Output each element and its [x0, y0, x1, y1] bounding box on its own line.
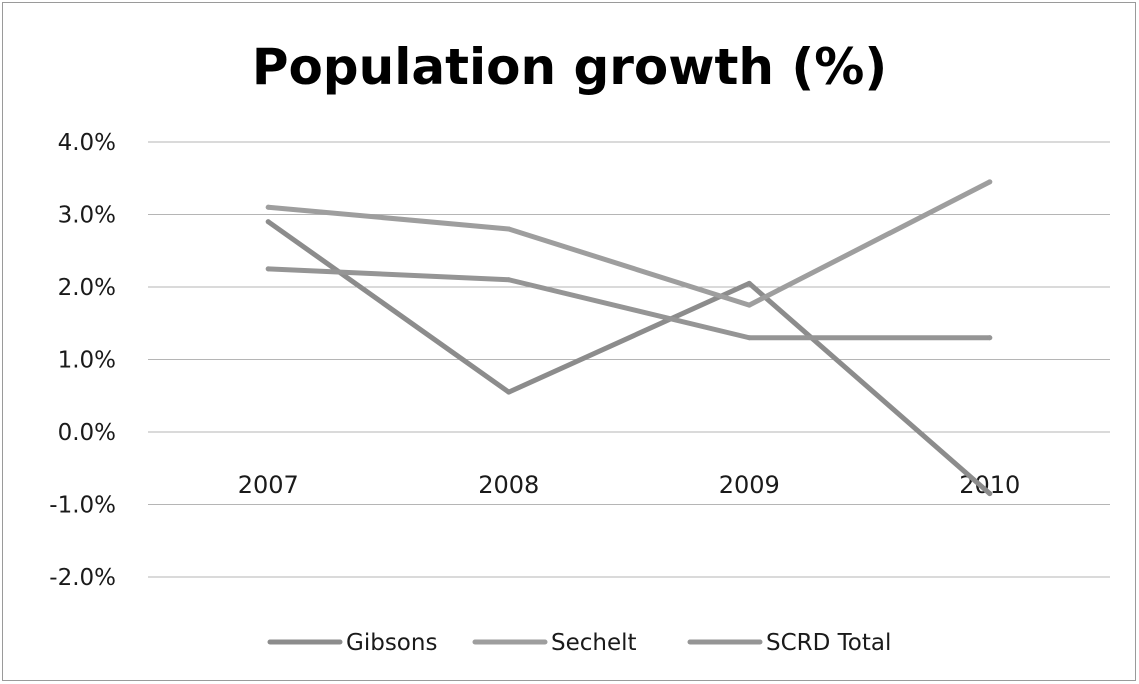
y-tick-label: 1.0%	[58, 348, 116, 374]
data-point	[987, 491, 993, 497]
data-point	[265, 219, 271, 225]
category-label: 2009	[719, 471, 780, 499]
x-axis-category-labels: 2007 2008 2009 2010	[238, 471, 1021, 499]
y-tick-label: 2.0%	[58, 275, 116, 301]
y-tick-label: 4.0%	[58, 130, 116, 156]
data-point	[506, 226, 512, 232]
data-point	[746, 302, 752, 308]
y-tick-label: 0.0%	[58, 420, 116, 446]
series-line-scrd-total	[265, 266, 993, 341]
legend: Gibsons Sechelt SCRD Total	[267, 630, 891, 656]
y-axis-tick-labels: 4.0% 3.0% 2.0% 1.0% 0.0% -1.0% -2.0%	[49, 130, 116, 591]
legend-label: Sechelt	[551, 630, 637, 656]
category-label: 2007	[238, 471, 299, 499]
legend-label: Gibsons	[346, 630, 437, 656]
series-line-sechelt	[265, 179, 993, 308]
data-point	[746, 335, 752, 341]
y-tick-label: 3.0%	[58, 203, 116, 229]
legend-label: SCRD Total	[766, 630, 891, 656]
gridlines	[148, 141, 1110, 578]
data-point	[506, 277, 512, 283]
data-point	[987, 179, 993, 185]
y-tick-label: -2.0%	[49, 565, 116, 591]
y-tick-label: -1.0%	[49, 493, 116, 519]
series-line-gibsons	[265, 219, 993, 497]
data-point	[506, 389, 512, 395]
data-point	[987, 335, 993, 341]
data-point	[746, 280, 752, 286]
category-label: 2008	[478, 471, 539, 499]
series-lines	[265, 179, 993, 497]
chart-title: Population growth (%)	[251, 38, 888, 96]
data-point	[265, 204, 271, 210]
data-point	[265, 266, 271, 272]
